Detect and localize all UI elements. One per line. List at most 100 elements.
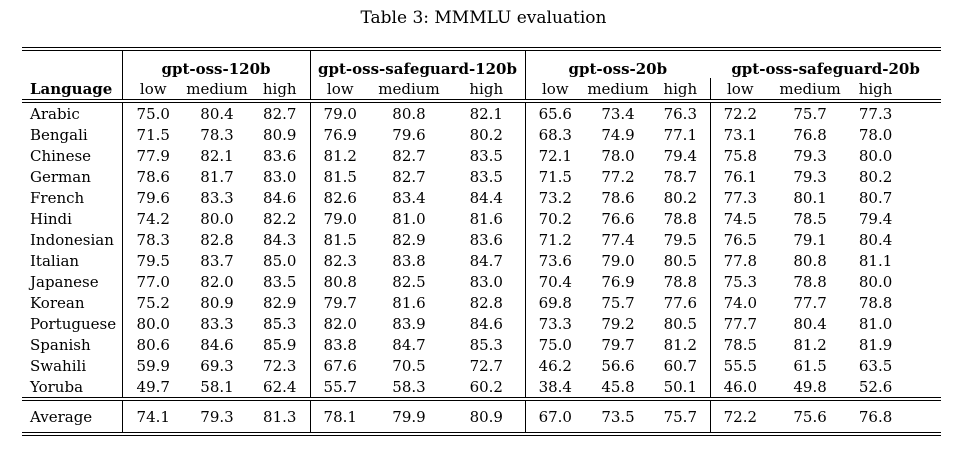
value-cell: 63.5 — [858, 356, 893, 375]
value-cell: 76.8 — [850, 397, 942, 436]
subcolumn-header-row: Language low medium high low medium high… — [22, 78, 942, 103]
value-cell: 78.7 — [663, 167, 697, 186]
value-cell: 46.2 — [524, 355, 586, 376]
value-cell: 72.3 — [263, 356, 297, 375]
table-caption: Table 3: MMMLU evaluation — [360, 8, 607, 28]
value-cell: 62.4 — [263, 377, 297, 396]
value-cell: 85.0 — [263, 251, 297, 270]
table-header: gpt-oss-120b gpt-oss-safeguard-120b gpt-… — [22, 47, 942, 103]
table-body: Arabic 75.0 80.4 82.7 79.0 80.8 82.1 65.6 73.4 76… — [22, 101, 941, 399]
value-cell: 83.5 — [469, 146, 503, 165]
table-row: German 78.6 81.7 83.0 81.5 82.7 83.5 71.5 77.2 78… — [22, 166, 941, 187]
value-cell: 67.0 — [524, 397, 586, 436]
value-cell: 52.6 — [858, 377, 893, 396]
value-cell: 78.8 — [793, 272, 827, 291]
table-row: French 79.6 83.3 84.6 82.6 83.4 84.4 73.2 78.6 80… — [22, 187, 941, 208]
language-cell: Portuguese — [30, 314, 117, 333]
value-cell: 80.9 — [448, 397, 526, 436]
value-cell: 80.8 — [309, 271, 370, 292]
value-cell: 71.2 — [524, 229, 586, 250]
value-cell: 82.8 — [200, 230, 234, 249]
table-row: Indonesian 78.3 82.8 84.3 81.5 82.9 83.6 71.2 77… — [22, 229, 941, 250]
value-cell: 72.7 — [469, 356, 503, 375]
value-cell: 81.5 — [309, 229, 370, 250]
value-cell: 55.7 — [309, 376, 370, 399]
value-cell: 82.7 — [392, 146, 426, 165]
value-cell: 72.2 — [709, 397, 771, 436]
table-row: Arabic 75.0 80.4 82.7 79.0 80.8 82.1 65.6 73.4 76… — [22, 101, 941, 124]
value-cell: 72.1 — [524, 145, 586, 166]
value-cell: 79.0 — [309, 208, 370, 229]
value-cell: 80.8 — [793, 251, 827, 270]
subcol-header: low — [524, 78, 586, 103]
value-cell: 73.3 — [524, 313, 586, 334]
value-cell: 70.4 — [524, 271, 586, 292]
value-cell: 60.7 — [663, 356, 697, 375]
table-row: Hindi 74.2 80.0 82.2 79.0 81.0 81.6 70.2 76.6 78.… — [22, 208, 941, 229]
language-cell: German — [30, 167, 91, 186]
value-cell: 77.6 — [663, 293, 697, 312]
value-cell: 74.9 — [601, 125, 635, 144]
value-cell: 76.8 — [793, 125, 827, 144]
subcol-header: high — [850, 78, 942, 103]
value-cell: 77.3 — [709, 187, 771, 208]
value-cell: 74.5 — [709, 208, 771, 229]
value-cell: 82.5 — [392, 272, 426, 291]
value-cell: 65.6 — [524, 101, 586, 124]
value-cell: 80.2 — [469, 125, 503, 144]
value-cell: 84.6 — [263, 188, 297, 207]
value-cell: 83.4 — [392, 188, 426, 207]
value-cell: 79.9 — [370, 397, 448, 436]
value-cell: 80.8 — [392, 104, 426, 123]
value-cell: 80.7 — [858, 188, 893, 207]
subcol-header: medium — [585, 78, 652, 103]
value-cell: 78.0 — [601, 146, 635, 165]
table-row: Spanish 80.6 84.6 85.9 83.8 84.7 85.3 75.0 79.7 8… — [22, 334, 941, 355]
value-cell: 83.3 — [200, 188, 234, 207]
group-header-row: gpt-oss-120b gpt-oss-safeguard-120b gpt-… — [22, 47, 942, 78]
value-cell: 81.5 — [309, 166, 370, 187]
value-cell: 77.0 — [121, 271, 184, 292]
value-cell: 75.7 — [793, 104, 827, 123]
value-cell: 79.3 — [793, 146, 827, 165]
value-cell: 80.4 — [200, 104, 234, 123]
group-header: gpt-oss-20b — [524, 47, 711, 78]
value-cell: 50.1 — [663, 377, 697, 396]
value-cell: 81.6 — [469, 209, 503, 228]
subcol-header: low — [309, 78, 370, 103]
value-cell: 74.1 — [121, 397, 184, 436]
value-cell: 46.0 — [709, 376, 771, 399]
value-cell: 78.8 — [663, 209, 697, 228]
value-cell: 73.4 — [601, 104, 635, 123]
group-header: gpt-oss-safeguard-20b — [710, 47, 942, 78]
value-cell: 56.6 — [601, 356, 635, 375]
value-cell: 81.6 — [392, 293, 426, 312]
value-cell: 73.1 — [709, 124, 771, 145]
table-row: Portuguese 80.0 83.3 85.3 82.0 83.9 84.6 73.3 79… — [22, 313, 941, 334]
table-row: Yoruba 49.7 58.1 62.4 55.7 58.3 60.2 38.4 45.8 50… — [22, 376, 941, 399]
corner-cell — [22, 47, 122, 78]
language-column-header: Language — [22, 78, 122, 103]
value-cell: 70.5 — [392, 356, 426, 375]
value-cell: 78.0 — [858, 125, 893, 144]
value-cell: 45.8 — [601, 377, 635, 396]
value-cell: 75.8 — [709, 145, 771, 166]
value-cell: 84.6 — [200, 335, 234, 354]
value-cell: 78.8 — [858, 293, 893, 312]
value-cell: 75.0 — [524, 334, 586, 355]
value-cell: 49.8 — [793, 377, 827, 396]
value-cell: 72.2 — [709, 101, 771, 124]
value-cell: 82.6 — [309, 187, 370, 208]
value-cell: 80.9 — [200, 293, 234, 312]
value-cell: 76.3 — [663, 104, 697, 123]
value-cell: 80.0 — [200, 209, 234, 228]
value-cell: 82.0 — [200, 272, 234, 291]
value-cell: 82.1 — [469, 104, 503, 123]
value-cell: 81.7 — [200, 167, 234, 186]
language-cell: Italian — [30, 251, 80, 270]
value-cell: 75.7 — [601, 293, 635, 312]
value-cell: 82.7 — [392, 167, 426, 186]
value-cell: 85.9 — [263, 335, 297, 354]
value-cell: 81.0 — [858, 314, 893, 333]
value-cell: 80.6 — [121, 334, 184, 355]
